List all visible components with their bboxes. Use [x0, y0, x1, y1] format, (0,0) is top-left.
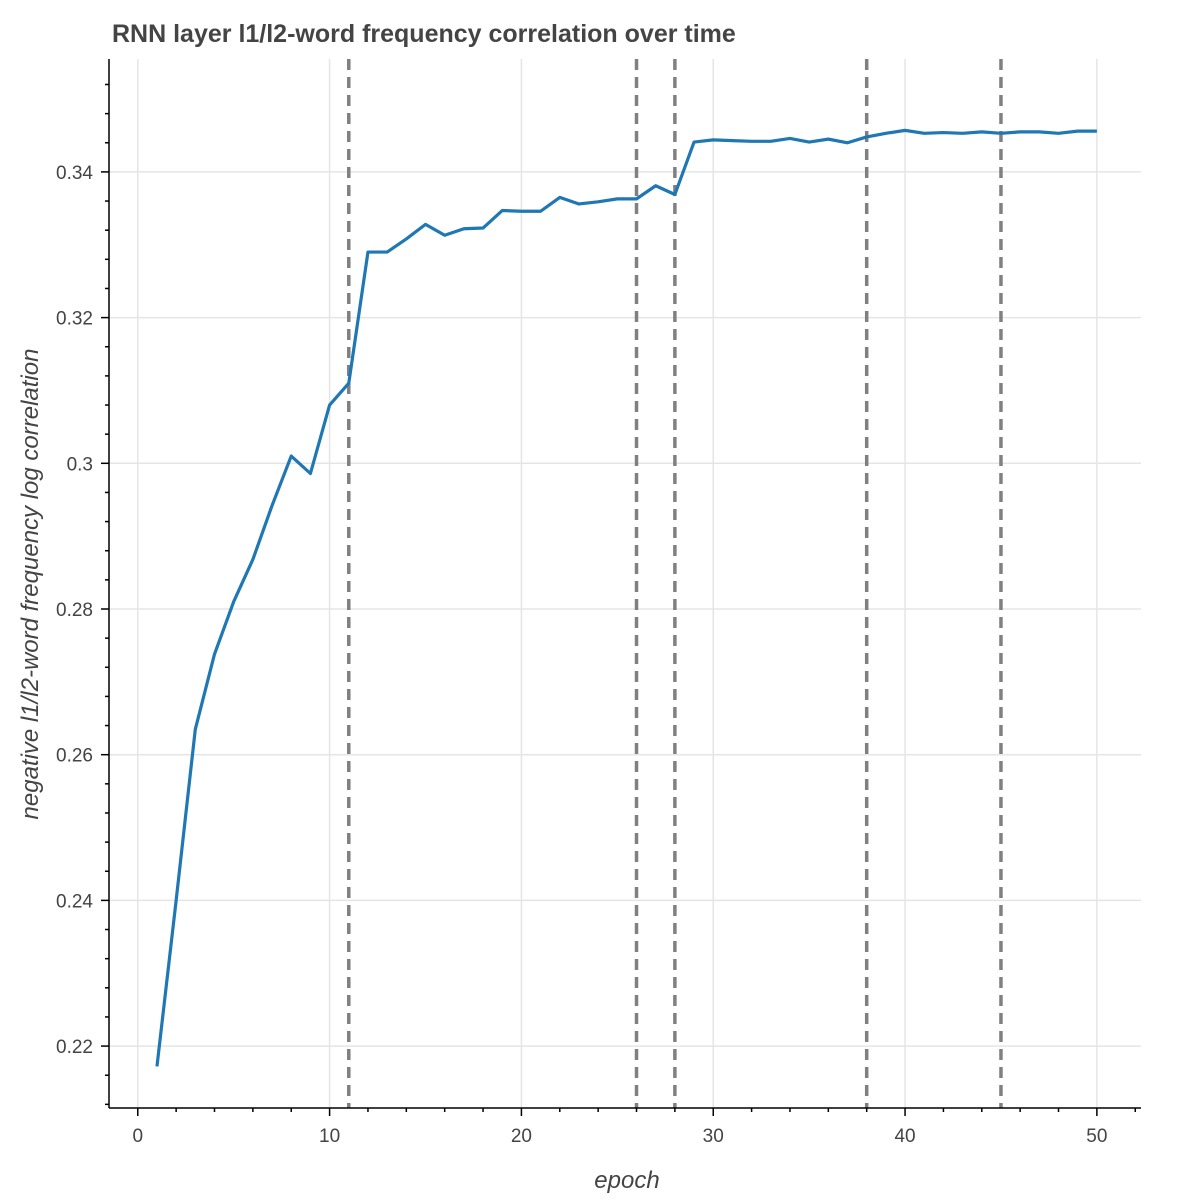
axes: 0 10 20 30 40 50 0.22 0.24 0.26 0.28 0.3 0.32 0.34 [56, 59, 1141, 1147]
y-tick-label: 0.22 [56, 1037, 93, 1058]
x-tick-label: 50 [1086, 1126, 1107, 1147]
x-axis-label: epoch [594, 1167, 659, 1194]
x-tick-label: 20 [511, 1126, 532, 1147]
series-line [155, 128, 1097, 1067]
vertical-markers [347, 59, 1003, 1108]
x-tick-label: 30 [703, 1126, 724, 1147]
chart-title: RNN layer l1/l2-word frequency correlati… [112, 20, 736, 48]
y-axis-label: negative l1/l2-word frequency log correl… [17, 349, 44, 820]
grid [109, 59, 1141, 1108]
y-tick-label: 0.26 [56, 746, 93, 767]
y-tick-label: 0.24 [56, 891, 93, 912]
x-tick-label: 10 [319, 1126, 340, 1147]
x-tick-label: 0 [132, 1126, 143, 1147]
y-tick-label: 0.34 [56, 163, 93, 184]
series [155, 128, 1097, 1067]
x-tick-label: 40 [894, 1126, 915, 1147]
y-tick-label: 0.3 [67, 454, 93, 475]
y-tick-label: 0.32 [56, 309, 93, 330]
y-tick-label: 0.28 [56, 600, 93, 621]
